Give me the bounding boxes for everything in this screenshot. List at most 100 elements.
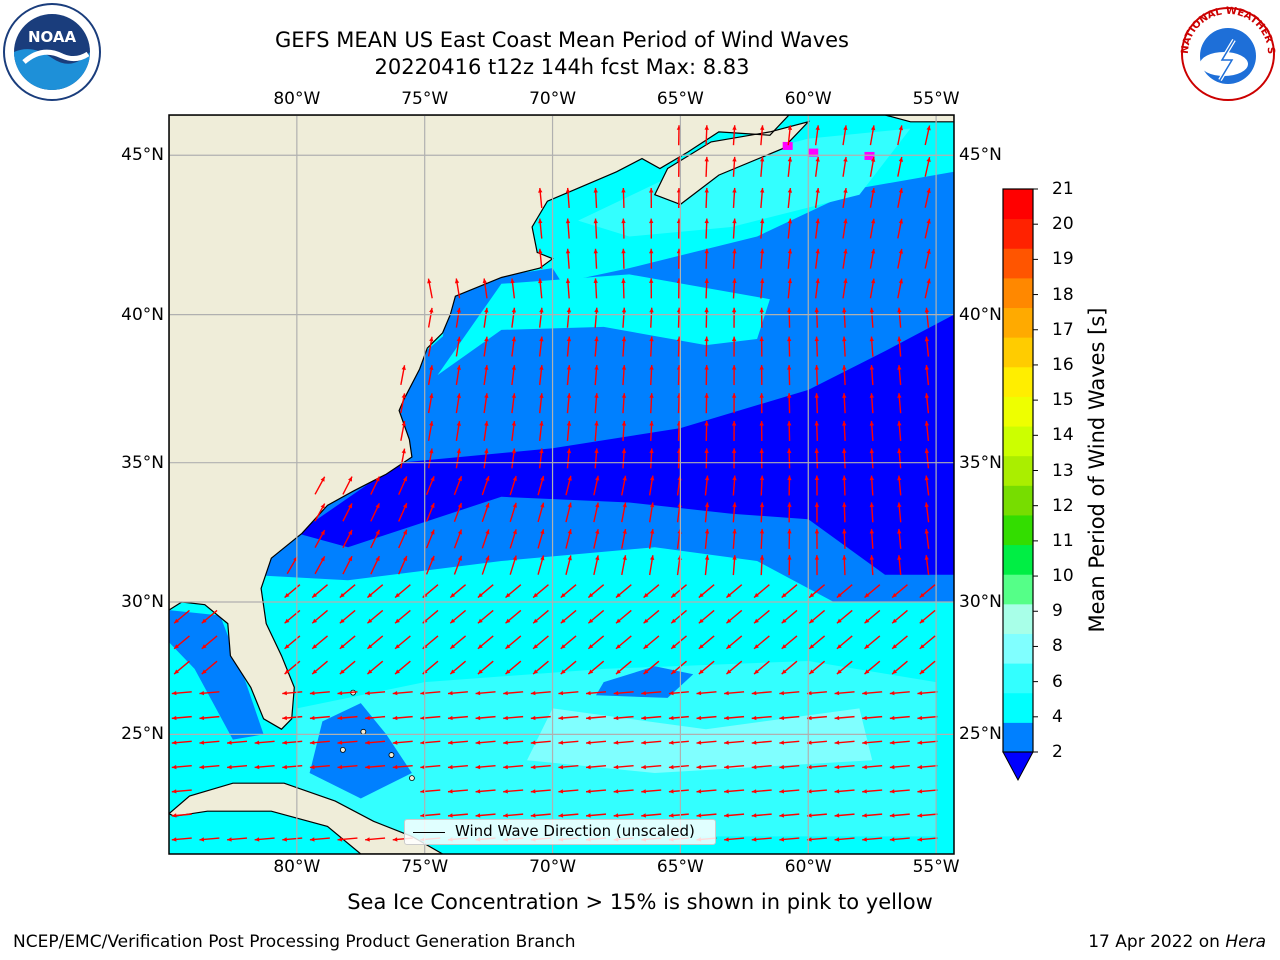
- wave-direction-arrowhead: [420, 740, 426, 745]
- wave-direction-arrowhead: [227, 764, 232, 770]
- wave-direction-arrowhead: [926, 125, 931, 131]
- wave-direction-arrowhead: [704, 555, 710, 560]
- wave-direction-arrowhead: [897, 307, 902, 313]
- wave-direction-arrowhead: [787, 448, 792, 453]
- wave-direction-arrowhead: [897, 555, 902, 560]
- wave-direction-arrowhead: [897, 475, 902, 481]
- wave-direction-arrowhead: [538, 188, 543, 193]
- wave-direction-arrowhead: [615, 669, 621, 675]
- wave-direction-arrowhead: [696, 690, 702, 696]
- wave-direction-arrowhead: [898, 218, 904, 224]
- wave-direction-arrowhead: [917, 789, 923, 794]
- wave-direction-arrowhead: [447, 789, 453, 794]
- wave-direction-arrowhead: [512, 529, 517, 535]
- wave-direction-arrowhead: [806, 690, 812, 696]
- wave-direction-arrowhead: [834, 837, 840, 842]
- wave-direction-arrowhead: [836, 644, 842, 649]
- wave-direction-arrowhead: [621, 218, 626, 224]
- wave-direction-arrowhead: [392, 715, 398, 721]
- wave-direction-arrowhead: [566, 365, 572, 370]
- wave-direction-arrowhead: [227, 740, 232, 745]
- wave-direction-arrowhead: [595, 529, 600, 534]
- wave-direction-arrowhead: [704, 187, 709, 193]
- wave-direction-arrowhead: [924, 393, 930, 398]
- wave-direction-arrowhead: [558, 764, 564, 770]
- wave-direction-arrowhead: [724, 789, 729, 794]
- wave-direction-arrowhead: [843, 125, 848, 131]
- wave-direction-arrowhead: [174, 618, 179, 624]
- wave-direction-arrowhead: [530, 715, 536, 721]
- wave-direction-arrowhead: [512, 555, 517, 561]
- wave-direction-arrowhead: [787, 365, 792, 370]
- wave-direction-arrowhead: [781, 644, 787, 649]
- wave-direction-arrowhead: [586, 690, 591, 696]
- wave-direction-arrowhead: [254, 837, 260, 842]
- wave-direction-arrowhead: [696, 764, 702, 770]
- tick-label: 70°W: [529, 857, 577, 877]
- wave-direction-arrowhead: [511, 393, 517, 399]
- wave-direction-arrowhead: [806, 837, 812, 842]
- wave-direction-arrowhead: [539, 421, 544, 426]
- wave-direction-arrowhead: [917, 740, 923, 745]
- wave-direction-arrowhead: [806, 715, 812, 721]
- wave-direction-arrowhead: [227, 837, 232, 842]
- wave-direction-arrowhead: [649, 420, 654, 426]
- tick-label: 60°W: [784, 89, 832, 109]
- wave-direction-arrowhead: [485, 502, 490, 508]
- wave-direction-arrowhead: [732, 218, 737, 224]
- wave-direction-arrowhead: [834, 740, 840, 745]
- wave-direction-arrowhead: [558, 715, 564, 721]
- wave-direction-arrowhead: [815, 125, 820, 131]
- wave-direction-arrowhead: [649, 248, 654, 254]
- wave-direction-arrowhead: [704, 307, 709, 313]
- wave-direction-arrowhead: [309, 837, 315, 842]
- wave-direction-arrowhead: [649, 336, 654, 342]
- wave-direction-arrowhead: [402, 555, 407, 561]
- wave-direction-arrowhead: [565, 218, 571, 224]
- colorbar-tick-label: 20: [1052, 214, 1074, 235]
- wave-direction-arrowhead: [312, 592, 318, 598]
- wave-direction-arrowhead: [815, 278, 820, 284]
- wave-direction-arrowhead: [641, 764, 646, 770]
- wave-direction-arrowhead: [843, 218, 848, 224]
- wave-direction-arrowhead: [503, 764, 508, 770]
- wave-direction-arrowhead: [649, 278, 654, 283]
- band-2-4s-patch: [596, 666, 694, 698]
- wave-direction-arrowhead: [704, 336, 709, 342]
- wave-direction-arrowhead: [869, 336, 874, 342]
- tick-label: 80°W: [273, 89, 321, 109]
- band-4-6s-north: [437, 274, 770, 376]
- legend-line-sample: [413, 832, 445, 833]
- wave-direction-arrowhead: [566, 421, 572, 426]
- wave-direction-arrowhead: [613, 715, 619, 721]
- wave-direction-arrowhead: [174, 644, 179, 649]
- wave-direction-arrowhead: [898, 248, 904, 254]
- wave-direction-arrowhead: [530, 789, 536, 794]
- wave-direction-arrowhead: [503, 789, 508, 794]
- sea-ice-patch: [782, 141, 793, 150]
- wave-direction-arrowhead: [558, 740, 564, 745]
- wave-direction-arrowhead: [787, 188, 793, 193]
- colorbar-tick-label: 18: [1052, 284, 1074, 305]
- wave-direction-arrowhead: [615, 592, 621, 598]
- wave-direction-arrowhead: [926, 157, 931, 162]
- wave-direction-arrowhead: [337, 690, 343, 696]
- wave-direction-arrowhead: [814, 528, 820, 534]
- tick-label: 60°W: [784, 857, 832, 877]
- wave-direction-arrowhead: [732, 156, 737, 162]
- wind-wave-direction-arrows: [171, 125, 938, 842]
- wave-direction-arrowhead: [429, 393, 434, 399]
- wave-direction-arrowhead: [454, 278, 460, 284]
- wave-direction-arrowhead: [395, 618, 400, 624]
- wave-direction-arrowhead: [842, 448, 847, 454]
- wave-direction-arrowhead: [348, 556, 353, 562]
- wave-direction-arrowhead: [732, 187, 737, 193]
- wave-direction-arrowhead: [503, 715, 508, 721]
- tick-label: 30°N: [959, 591, 1002, 612]
- wave-direction-arrowhead: [485, 529, 490, 535]
- wave-direction-arrowhead: [485, 476, 490, 482]
- wave-direction-arrowhead: [649, 187, 654, 193]
- wave-direction-arrowhead: [787, 278, 793, 284]
- wave-direction-arrowhead: [339, 644, 345, 649]
- wave-direction-arrowhead: [814, 448, 819, 453]
